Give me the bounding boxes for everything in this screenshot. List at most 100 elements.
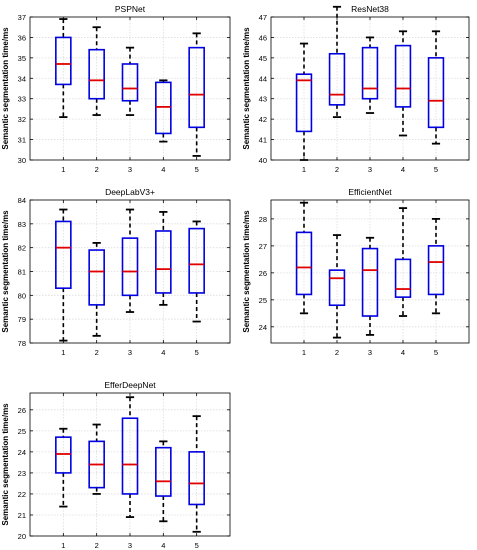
subplot: 78 79 80 81 82 83 84 1 2 3 4 5 DeepLabV3+ Semantic se… (1, 187, 231, 357)
x-tick-label: 4 (401, 165, 405, 174)
box-iqr (394, 44, 412, 108)
box-5 (188, 415, 205, 533)
y-tick-label: 79 (18, 315, 26, 324)
x-tick-label: 5 (195, 165, 199, 174)
box-iqr (121, 237, 139, 297)
subplot-title: EfficientNet (348, 187, 392, 197)
box-5 (427, 217, 445, 315)
x-tick-label: 5 (195, 348, 199, 357)
y-tick-label: 44 (259, 74, 267, 83)
subplot-title: ResNet38 (351, 4, 389, 14)
x-tick-label: 5 (434, 165, 438, 174)
box-iqr (427, 245, 445, 296)
y-axis-label: Semantic segmentation time/ms (242, 210, 251, 333)
box-5 (188, 220, 205, 323)
x-tick-label: 3 (368, 348, 372, 357)
box-3 (121, 396, 139, 518)
subplot: 24 25 26 27 28 1 2 3 4 5 EfficientNet Semantic segm… (242, 187, 470, 357)
x-tick-label: 5 (195, 541, 199, 550)
x-tick-label: 2 (95, 348, 99, 357)
box-2 (328, 234, 346, 339)
box-iqr (88, 249, 105, 306)
x-tick-label: 1 (61, 541, 65, 550)
box-4 (394, 30, 412, 137)
x-tick-label: 1 (61, 165, 65, 174)
y-tick-label: 24 (259, 323, 267, 332)
y-tick-label: 36 (18, 33, 26, 42)
y-tick-label: 22 (18, 490, 26, 499)
subplot-title: DeepLabV3+ (105, 187, 155, 197)
box-iqr (328, 269, 346, 307)
box-3 (361, 236, 379, 336)
x-tick-label: 1 (302, 165, 306, 174)
box-1 (55, 208, 72, 342)
y-tick-label: 32 (18, 115, 26, 124)
y-tick-label: 83 (18, 220, 26, 229)
x-tick-label: 2 (335, 165, 339, 174)
y-tick-label: 47 (259, 13, 267, 22)
box-iqr (155, 81, 172, 135)
x-tick-label: 2 (95, 541, 99, 550)
x-tick-label: 2 (95, 165, 99, 174)
y-tick-label: 28 (259, 215, 267, 224)
box-3 (121, 46, 139, 116)
x-tick-label: 3 (128, 348, 132, 357)
box-4 (155, 79, 172, 143)
box-iqr (155, 446, 172, 497)
y-tick-label: 34 (18, 74, 26, 83)
box-iqr (295, 73, 313, 133)
box-1 (55, 427, 72, 508)
y-tick-label: 42 (259, 115, 267, 124)
y-tick-label: 46 (259, 33, 267, 42)
y-tick-label: 35 (18, 54, 26, 63)
box-2 (88, 26, 105, 116)
box-iqr (295, 231, 313, 296)
y-tick-label: 23 (18, 469, 26, 478)
y-tick-label: 26 (259, 269, 267, 278)
y-tick-label: 21 (18, 511, 26, 520)
box-iqr (427, 57, 445, 129)
box-iqr (188, 451, 205, 506)
y-tick-label: 27 (259, 242, 267, 251)
x-tick-label: 1 (61, 348, 65, 357)
box-2 (88, 423, 105, 495)
y-axis-label: Semantic segmentation time/ms (1, 403, 10, 526)
y-tick-label: 41 (259, 136, 267, 145)
x-tick-label: 3 (128, 165, 132, 174)
y-tick-label: 24 (18, 448, 26, 457)
y-tick-label: 31 (18, 136, 26, 145)
box-iqr (55, 220, 72, 289)
y-tick-label: 82 (18, 244, 26, 253)
x-tick-label: 4 (161, 348, 165, 357)
y-tick-label: 45 (259, 54, 267, 63)
box-iqr (188, 46, 205, 129)
box-iqr (361, 247, 379, 317)
y-tick-label: 84 (18, 196, 26, 205)
box-5 (427, 30, 445, 145)
box-iqr (361, 46, 379, 100)
y-tick-label: 26 (18, 406, 26, 415)
y-tick-label: 78 (18, 339, 26, 348)
y-tick-label: 40 (259, 156, 267, 165)
y-tick-label: 80 (18, 291, 26, 300)
box-2 (328, 5, 346, 118)
box-iqr (121, 417, 139, 495)
box-3 (361, 36, 379, 114)
x-tick-label: 4 (161, 165, 165, 174)
box-4 (155, 440, 172, 523)
x-tick-label: 2 (335, 348, 339, 357)
y-tick-label: 25 (18, 427, 26, 436)
box-iqr (394, 258, 412, 298)
y-axis-label: Semantic segmentation time/ms (1, 27, 10, 150)
subplot-title: EfferDeepNet (104, 380, 156, 390)
x-tick-label: 3 (368, 165, 372, 174)
box-3 (121, 208, 139, 313)
y-tick-label: 33 (18, 95, 26, 104)
box-1 (295, 201, 313, 315)
x-tick-label: 4 (161, 541, 165, 550)
y-tick-label: 20 (18, 532, 26, 541)
